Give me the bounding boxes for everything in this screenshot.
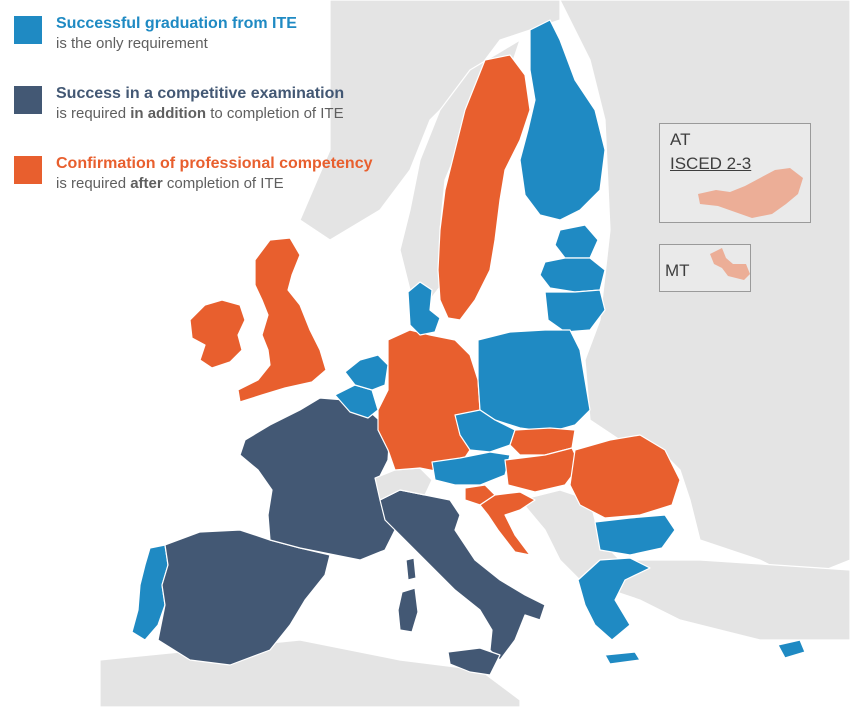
region-netherlands[interactable]: [344, 354, 389, 391]
legend-sub-exam: is required in addition to completion of…: [56, 104, 344, 124]
region-romania[interactable]: [569, 434, 681, 519]
region-spain[interactable]: [157, 529, 331, 666]
region-poland[interactable]: [477, 329, 591, 433]
inset-austria-sub: ISCED 2-3: [670, 154, 752, 173]
legend-sub-exam-before: is required: [56, 105, 131, 122]
region-france[interactable]: [239, 397, 396, 561]
legend-sub-competency-bold: after: [130, 175, 163, 192]
legend-swatch-competency: [14, 156, 42, 184]
region-denmark[interactable]: [407, 281, 441, 336]
legend-sub-competency-before: is required: [56, 175, 131, 192]
legend-sub-graduation-text: is the only requirement: [56, 35, 208, 52]
legend-sub-exam-after: to completion of ITE: [206, 105, 344, 122]
balkans-turkey: [518, 489, 850, 641]
legend-sub-exam-bold: in addition: [130, 105, 207, 122]
legend-item-competency: Confirmation of professional competency …: [14, 152, 434, 222]
region-latvia[interactable]: [539, 257, 606, 293]
legend-title-competency: Confirmation of professional competency: [56, 155, 373, 172]
legend-item-exam: Success in a competitive examination is …: [14, 82, 434, 152]
legend-sub-competency-after: completion of ITE: [162, 175, 284, 192]
legend-swatch-graduation: [14, 16, 42, 44]
eu-countries: [131, 19, 806, 676]
legend-swatch-exam: [14, 86, 42, 114]
inset-malta: MT: [659, 244, 751, 292]
region-lithuania[interactable]: [544, 289, 606, 333]
legend-title-exam: Success in a competitive examination: [56, 85, 345, 102]
region-ireland[interactable]: [189, 299, 246, 369]
legend-text-competency: Confirmation of professional competency …: [56, 154, 372, 194]
legend-item-graduation: Successful graduation from ITE is the on…: [14, 12, 434, 82]
inset-austria: AT ISCED 2-3: [659, 123, 811, 223]
legend-title-graduation: Successful graduation from ITE: [56, 15, 297, 32]
legend-text-exam: Success in a competitive examination is …: [56, 84, 344, 124]
region-cyprus[interactable]: [777, 639, 806, 659]
north-africa: [99, 639, 521, 707]
region-croatia[interactable]: [479, 491, 536, 556]
region-sardinia[interactable]: [397, 587, 419, 633]
region-germany[interactable]: [377, 329, 481, 473]
region-italy[interactable]: [379, 489, 546, 661]
inset-austria-code: AT: [670, 130, 691, 149]
region-corsica[interactable]: [405, 557, 417, 581]
region-united-kingdom[interactable]: [237, 237, 327, 403]
legend-sub-graduation: is the only requirement: [56, 34, 297, 54]
region-estonia[interactable]: [554, 224, 599, 259]
legend-sub-competency: is required after completion of ITE: [56, 174, 372, 194]
region-finland[interactable]: [519, 19, 606, 221]
greenland-iceland-area: [299, 0, 561, 241]
region-austria[interactable]: [431, 451, 511, 486]
inset-malta-code: MT: [665, 261, 690, 280]
region-greece[interactable]: [577, 557, 651, 641]
legend-text-graduation: Successful graduation from ITE is the on…: [56, 14, 297, 54]
region-bulgaria[interactable]: [594, 514, 676, 556]
region-sicily[interactable]: [447, 647, 501, 676]
region-crete[interactable]: [604, 651, 641, 665]
legend: Successful graduation from ITE is the on…: [14, 12, 434, 222]
region-sweden[interactable]: [437, 54, 531, 321]
